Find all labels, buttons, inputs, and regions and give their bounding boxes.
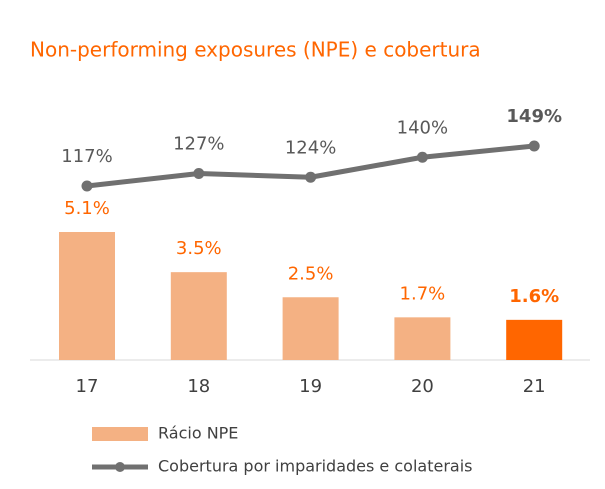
- bar: [59, 232, 115, 360]
- bar: [282, 297, 339, 360]
- bar: [394, 317, 451, 360]
- line-point: [416, 151, 428, 163]
- line-point: [305, 171, 317, 183]
- line-value-label: 127%: [173, 134, 224, 155]
- line-value-label: 149%: [506, 106, 562, 127]
- bar-value-label: 3.5%: [176, 238, 222, 259]
- line-value-label: 124%: [285, 137, 336, 158]
- legend-swatch-point: [115, 462, 125, 472]
- line-point: [81, 180, 93, 192]
- legend-label: Rácio NPE: [158, 424, 238, 443]
- line-value-label: 117%: [61, 146, 112, 167]
- bar: [170, 272, 227, 360]
- bar-value-label: 1.6%: [509, 286, 559, 307]
- bar-value-label: 1.7%: [400, 283, 446, 304]
- line-point: [193, 168, 205, 179]
- x-tick-label: 18: [187, 376, 210, 397]
- x-tick-label: 20: [411, 376, 434, 397]
- bar-value-label: 2.5%: [288, 263, 334, 284]
- legend-swatch: [92, 427, 148, 441]
- x-tick-label: 19: [299, 376, 322, 397]
- bar-value-label: 5.1%: [64, 198, 110, 219]
- chart-title: Non-performing exposures (NPE) e cobertu…: [30, 38, 481, 62]
- legend-label: Cobertura por imparidades e colaterais: [158, 457, 472, 476]
- bar: [506, 319, 563, 360]
- x-tick-label: 21: [523, 376, 546, 397]
- line-value-label: 140%: [397, 117, 448, 138]
- x-tick-label: 17: [76, 376, 99, 397]
- line-point: [528, 140, 540, 152]
